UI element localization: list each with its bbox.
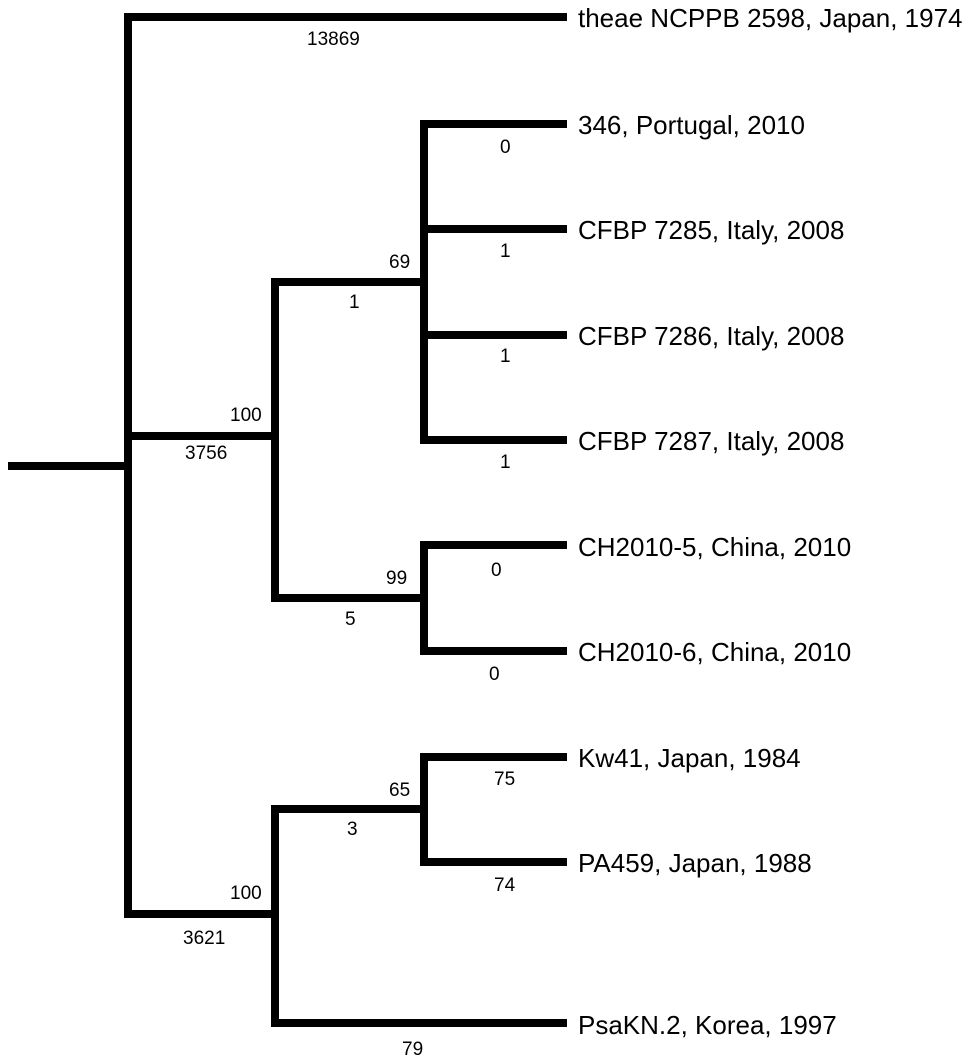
leaf-label-kw41: Kw41, Japan, 1984	[578, 743, 801, 773]
leaf-label-psakn2: PsaKN.2, Korea, 1997	[578, 1010, 837, 1040]
leaf-label-theae: theae NCPPB 2598, Japan, 1974	[578, 3, 963, 33]
branch-length-pa459: 74	[494, 875, 516, 896]
branch-length-ch20106: 0	[489, 664, 500, 685]
branch-length-clade-europe-china: 3756	[185, 443, 227, 464]
leaf-label-ch20105: CH2010-5, China, 2010	[578, 532, 851, 562]
branch-length-psakn2: 79	[402, 1039, 423, 1060]
branch-length-ch20105: 0	[491, 560, 502, 581]
branch-length-346: 0	[500, 137, 511, 158]
support-clade-japan: 65	[389, 780, 410, 801]
support-clade-europe-china: 100	[230, 405, 262, 426]
leaf-label-cfbp7285: CFBP 7285, Italy, 2008	[578, 215, 844, 245]
leaf-label-346: 346, Portugal, 2010	[578, 110, 805, 140]
support-clade-europe: 69	[389, 252, 410, 273]
branch-length-clade-asia: 3621	[183, 928, 225, 949]
branch-length-kw41: 75	[494, 769, 515, 790]
leaf-label-pa459: PA459, Japan, 1988	[578, 848, 812, 878]
branch-length-cfbp7285: 1	[500, 241, 511, 262]
leaf-label-ch20106: CH2010-6, China, 2010	[578, 637, 851, 667]
leaf-label-cfbp7286: CFBP 7286, Italy, 2008	[578, 321, 844, 351]
branch-length-clade-europe: 1	[349, 292, 360, 313]
leaf-label-cfbp7287: CFBP 7287, Italy, 2008	[578, 426, 844, 456]
support-clade-china: 99	[386, 568, 407, 589]
branch-length-clade-japan: 3	[347, 819, 358, 840]
support-clade-asia: 100	[230, 883, 262, 904]
branch-length-cfbp7286: 1	[500, 346, 511, 367]
branch-length-clade-china: 5	[345, 609, 356, 630]
branch-length-cfbp7287: 1	[500, 452, 511, 473]
branch-length-theae: 13869	[307, 29, 360, 50]
